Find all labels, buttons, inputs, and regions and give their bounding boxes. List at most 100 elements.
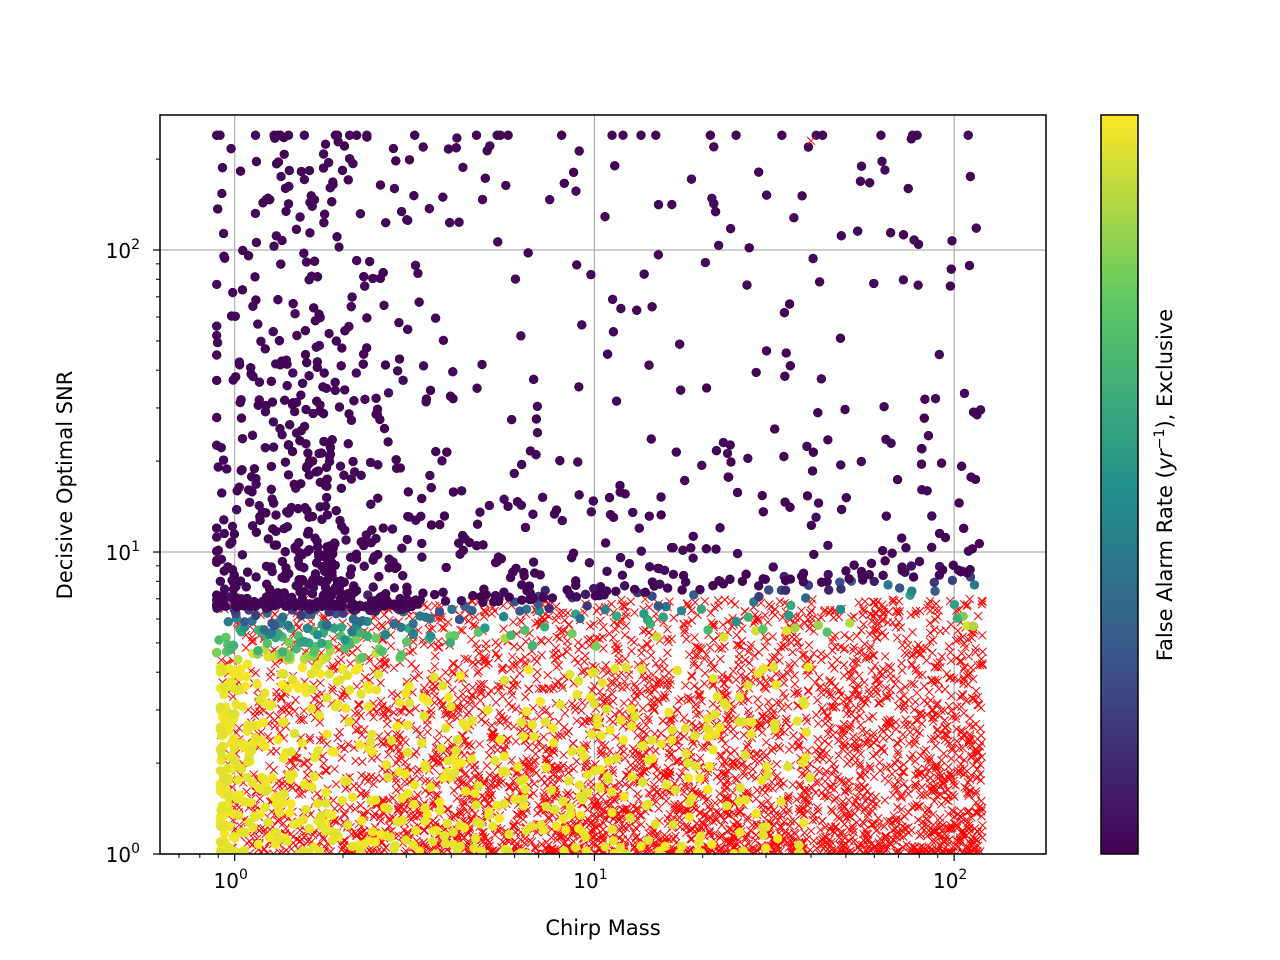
- rejected-x-marker: [823, 848, 833, 854]
- rejected-x-marker: [853, 744, 862, 753]
- candidate-dot: [392, 721, 402, 731]
- rejected-x-marker: [437, 623, 447, 632]
- rejected-x-marker: [597, 740, 606, 750]
- rejected-x-marker: [529, 788, 538, 798]
- rejected-x-marker: [534, 800, 543, 810]
- rejected-x-marker: [574, 645, 583, 655]
- rejected-x-marker: [569, 764, 578, 774]
- candidate-dot: [443, 692, 454, 702]
- rejected-x-marker: [867, 806, 877, 816]
- rejected-x-marker: [880, 795, 890, 805]
- candidate-dot: [603, 756, 613, 766]
- rejected-x-marker: [750, 651, 759, 661]
- rejected-x-marker: [954, 752, 964, 762]
- rejected-x-marker: [894, 763, 904, 773]
- candidate-dot: [341, 703, 351, 713]
- rejected-x-marker: [802, 717, 812, 726]
- rejected-x-marker: [481, 660, 491, 670]
- rejected-x-marker: [341, 784, 350, 794]
- rejected-x-marker: [573, 638, 583, 647]
- rejected-x-marker: [825, 835, 835, 844]
- rejected-x-marker: [619, 698, 629, 708]
- rejected-x-marker: [316, 678, 325, 688]
- rejected-x-marker: [797, 606, 806, 616]
- rejected-x-marker: [664, 637, 673, 647]
- rejected-x-marker: [977, 596, 987, 606]
- rejected-x-marker: [953, 635, 962, 644]
- rejected-x-marker: [663, 648, 672, 658]
- rejected-x-marker: [947, 745, 957, 755]
- rejected-x-marker: [475, 739, 484, 749]
- rejected-x-marker: [611, 625, 620, 634]
- rejected-x-marker: [305, 735, 315, 745]
- candidate-dot: [627, 721, 637, 731]
- rejected-x-marker: [287, 844, 296, 854]
- rejected-x-marker: [973, 611, 983, 621]
- candidate-dot: [364, 702, 374, 712]
- candidate-dot: [558, 796, 568, 806]
- candidate-dot: [541, 763, 551, 773]
- rejected-x-marker: [651, 659, 661, 668]
- rejected-x-marker: [753, 695, 762, 704]
- rejected-x-marker: [806, 826, 816, 836]
- rejected-x-marker: [537, 650, 547, 660]
- rejected-x-marker: [971, 643, 980, 653]
- rejected-x-marker: [977, 659, 987, 668]
- rejected-x-marker: [896, 772, 905, 782]
- rejected-x-marker: [620, 630, 630, 640]
- rejected-x-marker: [871, 618, 881, 628]
- rejected-x-marker: [732, 630, 742, 640]
- rejected-x-marker: [409, 673, 419, 683]
- candidate-dot: [695, 773, 705, 783]
- candidate-dot: [751, 809, 761, 819]
- rejected-x-marker: [790, 679, 800, 689]
- rejected-x-marker: [442, 804, 452, 814]
- rejected-x-marker: [807, 606, 816, 616]
- rejected-x-marker: [775, 597, 785, 606]
- candidate-dot: [696, 848, 707, 854]
- rejected-x-marker: [839, 660, 849, 670]
- rejected-x-marker: [971, 798, 981, 807]
- rejected-x-marker: [726, 596, 736, 606]
- rejected-x-marker: [971, 686, 981, 696]
- rejected-x-marker: [683, 848, 693, 854]
- rejected-x-marker: [764, 805, 774, 814]
- rejected-x-marker: [931, 741, 941, 751]
- rejected-x-marker: [785, 722, 795, 732]
- rejected-x-marker: [875, 758, 884, 768]
- rejected-x-marker: [813, 734, 823, 744]
- rejected-x-marker: [642, 639, 652, 648]
- rejected-x-marker: [884, 732, 894, 742]
- rejected-x-marker: [855, 711, 865, 721]
- rejected-x-marker: [874, 819, 884, 829]
- rejected-x-marker: [921, 745, 931, 755]
- rejected-x-marker: [422, 720, 432, 730]
- rejected-x-marker: [580, 657, 589, 666]
- rejected-x-marker: [671, 831, 680, 841]
- rejected-x-marker: [760, 788, 770, 798]
- rejected-x-marker: [795, 613, 804, 623]
- rejected-x-marker: [532, 667, 542, 677]
- rejected-x-marker: [615, 778, 624, 788]
- rejected-x-marker: [728, 666, 738, 676]
- rejected-x-marker: [559, 723, 569, 732]
- candidate-markers: [212, 130, 986, 854]
- rejected-x-marker: [737, 636, 747, 646]
- rejected-x-marker: [474, 649, 484, 658]
- rejected-x-marker: [959, 708, 969, 718]
- rejected-x-marker: [880, 773, 890, 783]
- candidate-dot: [304, 824, 315, 834]
- rejected-x-marker: [358, 757, 367, 767]
- rejected-x-marker: [842, 709, 852, 719]
- candidate-dot: [574, 780, 585, 790]
- rejected-x-marker: [467, 635, 476, 644]
- candidate-dot: [607, 807, 617, 818]
- rejected-x-marker: [687, 616, 697, 625]
- candidate-dot: [618, 735, 628, 745]
- rejected-x-marker: [971, 647, 980, 657]
- rejected-x-marker: [315, 735, 325, 745]
- rejected-x-marker: [753, 749, 763, 759]
- candidate-dot: [704, 761, 714, 771]
- rejected-x-marker: [880, 652, 890, 661]
- rejected-x-marker: [432, 736, 442, 745]
